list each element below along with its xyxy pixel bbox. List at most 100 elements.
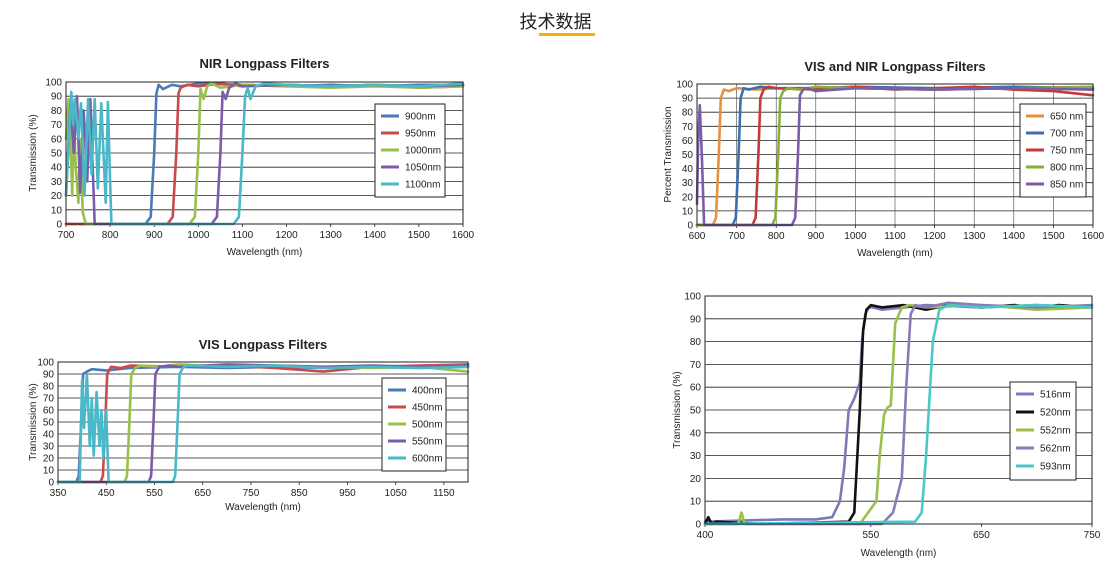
ultra-series-552nm — [703, 303, 1094, 526]
vis-title: VIS Longpass Filters — [199, 337, 328, 352]
visnir-plot-border — [696, 83, 1094, 226]
visnir-ytick-0: 0 — [687, 221, 693, 232]
vis-ytick-80: 80 — [43, 382, 55, 393]
visnir-xtick-1200: 1200 — [923, 231, 946, 242]
nir-legend-label-3: 1050nm — [405, 163, 441, 174]
visnir-legend-label-0: 650 nm — [1050, 112, 1083, 123]
ultra-ytick-40: 40 — [690, 428, 702, 439]
vis-legend-label-2: 500nm — [412, 420, 443, 431]
nir-legend-label-1: 950nm — [405, 129, 436, 140]
visnir-legend-label-4: 850 nm — [1050, 180, 1083, 191]
ultra-ytick-20: 20 — [690, 474, 702, 485]
nir-plot-border — [65, 81, 464, 225]
ultra-plot-border — [704, 295, 1093, 525]
ultra-legend-label-3: 562nm — [1040, 444, 1071, 455]
nir-legend-label-4: 1100nm — [405, 180, 440, 191]
nir-ytick-70: 70 — [51, 120, 63, 131]
ultra-legend-label-2: 552nm — [1040, 426, 1071, 437]
ultra-ytick-80: 80 — [690, 337, 702, 348]
visnir-ytick-80: 80 — [682, 108, 694, 119]
visnir-ytick-30: 30 — [682, 178, 694, 189]
vis-legend-label-1: 450nm — [412, 403, 443, 414]
vis-ytick-30: 30 — [43, 442, 55, 453]
vis-legend-label-4: 600nm — [412, 454, 443, 465]
nir-xtick-700: 700 — [58, 230, 75, 241]
vis-ytick-0: 0 — [48, 478, 54, 489]
ultra-legend-label-0: 516nm — [1040, 390, 1071, 401]
nir-legend — [374, 103, 446, 198]
nir-xtick-1000: 1000 — [187, 230, 210, 241]
visnir-ytick-20: 20 — [682, 192, 694, 203]
nir-series-1100nm — [64, 82, 465, 226]
nir-ytick-90: 90 — [51, 92, 63, 103]
visnir-xtick-800: 800 — [768, 231, 785, 242]
nir-ytick-40: 40 — [51, 163, 63, 174]
title-underline — [539, 33, 595, 36]
nir-ylabel: Transmission (%) — [28, 114, 39, 191]
ultra-series-562nm — [703, 301, 1094, 526]
ultra-ytick-0: 0 — [695, 520, 701, 531]
ultra-chart-group: 0 10 20 30 40 50 60 70 80 90 100 400 550 650 750 Wavele… — [672, 292, 1101, 560]
ultra-ytick-70: 70 — [690, 360, 702, 371]
ultra-xlabel: Wavelength (nm) — [861, 548, 937, 559]
vis-ytick-60: 60 — [43, 406, 55, 417]
vis-ytick-90: 90 — [43, 370, 55, 381]
nir-xtick-1200: 1200 — [275, 230, 298, 241]
visnir-ytick-50: 50 — [682, 150, 694, 161]
vis-legend-label-0: 400nm — [412, 386, 443, 397]
visnir-xtick-1000: 1000 — [844, 231, 867, 242]
visnir-ytick-40: 40 — [682, 164, 694, 175]
visnir-xlabel: Wavelength (nm) — [857, 248, 933, 259]
visnir-ytick-70: 70 — [682, 122, 694, 133]
visnir-legend-label-3: 800 nm — [1050, 163, 1083, 174]
vis-ytick-40: 40 — [43, 430, 55, 441]
nir-xtick-1600: 1600 — [452, 230, 475, 241]
ultra-series-593nm — [703, 303, 1094, 526]
vis-xlabel: Wavelength (nm) — [225, 502, 301, 513]
visnir-ytick-10: 10 — [682, 206, 694, 217]
visnir-xtick-900: 900 — [807, 231, 824, 242]
nir-xtick-1300: 1300 — [320, 230, 343, 241]
visnir-ytick-100: 100 — [676, 80, 693, 91]
nir-xlabel: Wavelength (nm) — [227, 247, 303, 258]
vis-ytick-50: 50 — [43, 418, 55, 429]
ultra-ylabel: Transmission (%) — [672, 371, 683, 448]
vis-xtick-550: 550 — [146, 488, 163, 499]
ultra-ytick-50: 50 — [690, 406, 702, 417]
nir-ytick-20: 20 — [51, 191, 63, 202]
ultra-ytick-30: 30 — [690, 451, 702, 462]
vis-xtick-950: 950 — [339, 488, 356, 499]
ultra-xtick-550: 550 — [863, 530, 880, 541]
visnir-xtick-1600: 1600 — [1082, 231, 1105, 242]
nir-xtick-800: 800 — [102, 230, 119, 241]
nir-title: NIR Longpass Filters — [199, 56, 329, 71]
page-title: 技术数据 — [519, 12, 592, 33]
vis-xtick-650: 650 — [194, 488, 211, 499]
visnir-xtick-1500: 1500 — [1042, 231, 1065, 242]
visnir-xtick-1300: 1300 — [963, 231, 986, 242]
vis-ytick-10: 10 — [43, 466, 55, 477]
nir-xtick-900: 900 — [146, 230, 163, 241]
visnir-ytick-60: 60 — [682, 136, 694, 147]
nir-ytick-100: 100 — [45, 78, 62, 89]
vis-xtick-1150: 1150 — [433, 488, 455, 499]
vis-xtick-750: 750 — [243, 488, 260, 499]
vis-xtick-850: 850 — [291, 488, 308, 499]
vis-series-600nm — [56, 364, 470, 484]
visnir-title: VIS and NIR Longpass Filters — [804, 59, 985, 74]
visnir-ylabel: Percent Transmission — [663, 106, 674, 202]
vis-ylabel: Transmission (%) — [28, 383, 39, 460]
ultra-ytick-90: 90 — [690, 314, 702, 325]
nir-xtick-1100: 1100 — [232, 230, 254, 241]
visnir-legend-label-2: 750 nm — [1050, 146, 1083, 157]
nir-ytick-60: 60 — [51, 134, 63, 145]
nir-legend-label-0: 900nm — [405, 112, 436, 123]
ultra-xtick-750: 750 — [1084, 530, 1101, 541]
visnir-legend-label-1: 700 nm — [1050, 129, 1083, 140]
nir-xtick-1500: 1500 — [408, 230, 431, 241]
visnir-xtick-1100: 1100 — [884, 231, 906, 242]
nir-ytick-10: 10 — [51, 205, 63, 216]
vis-legend-label-3: 550nm — [412, 437, 443, 448]
nir-ytick-30: 30 — [51, 177, 63, 188]
